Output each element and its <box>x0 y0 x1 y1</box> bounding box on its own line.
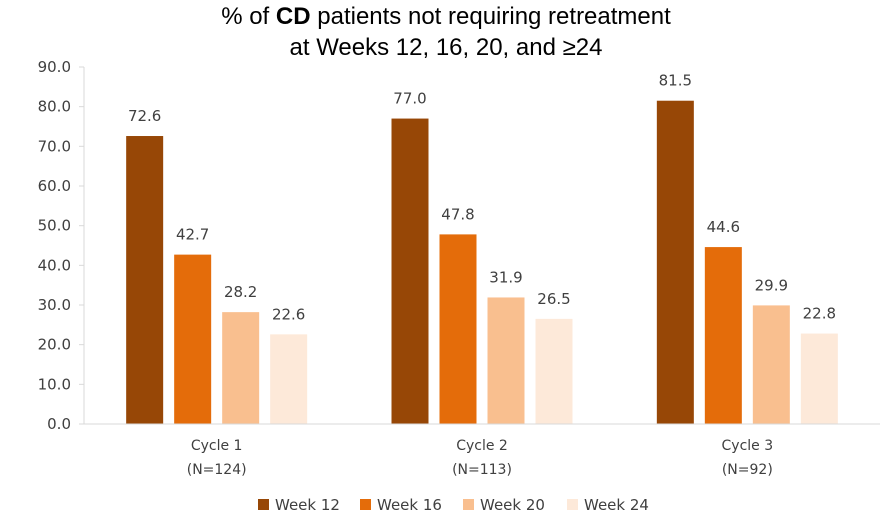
x-category-label: Cycle 2 <box>456 438 508 454</box>
legend-label: Week 24 <box>584 496 649 514</box>
legend: Week 12 Week 16 Week 20 Week 24 <box>258 496 649 514</box>
legend-label: Week 20 <box>480 496 545 514</box>
bar <box>391 118 429 425</box>
y-tick-label: 30.0 <box>38 296 71 314</box>
legend-label: Week 16 <box>377 496 442 514</box>
y-tick-label: 70.0 <box>38 137 71 155</box>
chart-title-prefix: % of <box>221 3 276 30</box>
chart-title-suffix: patients not requiring retreatment <box>311 3 672 30</box>
bar <box>439 234 477 424</box>
bar <box>656 100 694 424</box>
bar <box>222 312 260 424</box>
legend-swatch <box>567 499 578 510</box>
y-tick-label: 10.0 <box>38 375 71 393</box>
chart-title-line-2: at Weeks 12, 16, 20, and ≥24 <box>290 34 603 61</box>
bar <box>752 305 790 424</box>
data-label: 29.9 <box>755 276 788 294</box>
y-tick-label: 80.0 <box>38 98 71 116</box>
bar <box>126 136 164 424</box>
x-category-label: Cycle 1 <box>191 438 243 454</box>
x-category-n-label: (N=92) <box>722 462 773 478</box>
x-category-n-label: (N=113) <box>452 462 512 478</box>
data-label: 22.6 <box>272 305 305 323</box>
y-tick-label: 50.0 <box>38 217 71 235</box>
bar <box>270 334 308 424</box>
chart-title-bold: CD <box>276 3 311 30</box>
y-tick-label: 60.0 <box>38 177 71 195</box>
bar <box>487 297 525 424</box>
x-axis: Cycle 1 (N=124) Cycle 2 (N=113) Cycle 3 (N=92… <box>84 423 880 478</box>
data-label: 44.6 <box>707 218 740 236</box>
x-category-n-label: (N=124) <box>187 462 247 478</box>
data-label: 47.8 <box>441 205 474 223</box>
legend-swatch <box>360 499 371 510</box>
bar <box>535 318 573 424</box>
data-label: 72.6 <box>128 107 161 125</box>
chart-title-line-1: % of CD patients not requiring retreatme… <box>221 3 671 30</box>
data-label: 81.5 <box>659 72 692 90</box>
legend-swatch <box>463 499 474 510</box>
bar <box>800 333 838 424</box>
data-label: 22.8 <box>803 305 836 323</box>
bar <box>704 247 742 424</box>
data-label: 26.5 <box>537 290 570 308</box>
y-tick-label: 90.0 <box>38 58 71 76</box>
y-tick-label: 0.0 <box>47 415 71 433</box>
legend-swatch <box>258 499 269 510</box>
data-label: 28.2 <box>224 283 257 301</box>
y-tick-label: 40.0 <box>38 256 71 274</box>
data-label: 31.9 <box>489 268 522 286</box>
data-label: 77.0 <box>393 90 426 108</box>
y-tick-label: 20.0 <box>38 336 71 354</box>
legend-label: Week 12 <box>275 496 340 514</box>
y-axis: 0.0 10.0 20.0 30.0 40.0 50.0 60.0 70.0 80.0 90.0 <box>38 58 85 433</box>
x-category-label: Cycle 3 <box>722 438 774 454</box>
bars: 72.6 42.7 28.2 22.6 77.0 47.8 31.9 26.5 81.5 44.6… <box>126 72 838 425</box>
data-label: 42.7 <box>176 226 209 244</box>
bar <box>174 254 212 424</box>
